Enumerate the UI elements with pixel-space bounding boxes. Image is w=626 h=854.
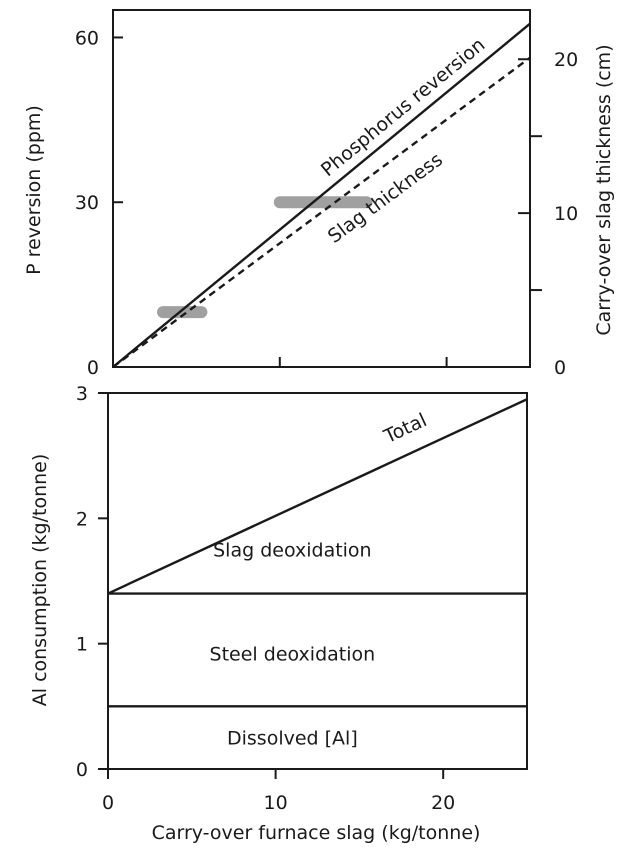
bottom-plot-frame xyxy=(107,392,528,770)
top-y-tick-label: 60 xyxy=(75,27,99,49)
bottom-y-tick-label: 2 xyxy=(76,508,88,530)
bottom-y-tick-label: 1 xyxy=(76,634,88,656)
region-label: Dissolved [Al] xyxy=(227,728,358,750)
bottom-x-tick-label: 0 xyxy=(102,792,114,814)
bottom-y-tick-label: 3 xyxy=(76,383,88,405)
top-y-tick-label: 0 xyxy=(87,357,99,379)
total-line xyxy=(107,398,528,595)
bottom-x-tick-label: 20 xyxy=(431,792,455,814)
bottom-plot-area: 0 1 2 3 0 10 20 Total Slag deoxidation Steel deox… xyxy=(76,383,528,814)
top-y-axis-label: P reversion (ppm) xyxy=(23,105,45,275)
bottom-x-tick-label: 10 xyxy=(264,792,288,814)
top-y2-tick-label: 20 xyxy=(554,49,578,71)
region-label: Slag deoxidation xyxy=(213,540,372,562)
top-y2-tick-label: 10 xyxy=(554,203,578,225)
bottom-y-tick-label: 0 xyxy=(76,759,88,781)
bottom-x-axis-label: Carry-over furnace slag (kg/tonne) xyxy=(152,822,481,844)
slag-thickness-line xyxy=(112,56,531,368)
top-y2-tick-label: 0 xyxy=(554,357,566,379)
top-plot-frame xyxy=(112,9,531,368)
bottom-y-axis-label: Al consumption (kg/tonne) xyxy=(29,454,51,707)
phosphorus-reversion-line xyxy=(112,22,531,368)
bottom-panel-al-consumption: 0 1 2 3 0 10 20 Total Slag deoxidation Steel deox… xyxy=(29,383,528,844)
total-line-label: Total xyxy=(380,409,430,448)
top-y-tick-label: 30 xyxy=(75,192,99,214)
top-y2-axis-label: Carry-over slag thickness (cm) xyxy=(593,44,615,335)
region-label: Steel deoxidation xyxy=(210,644,376,666)
